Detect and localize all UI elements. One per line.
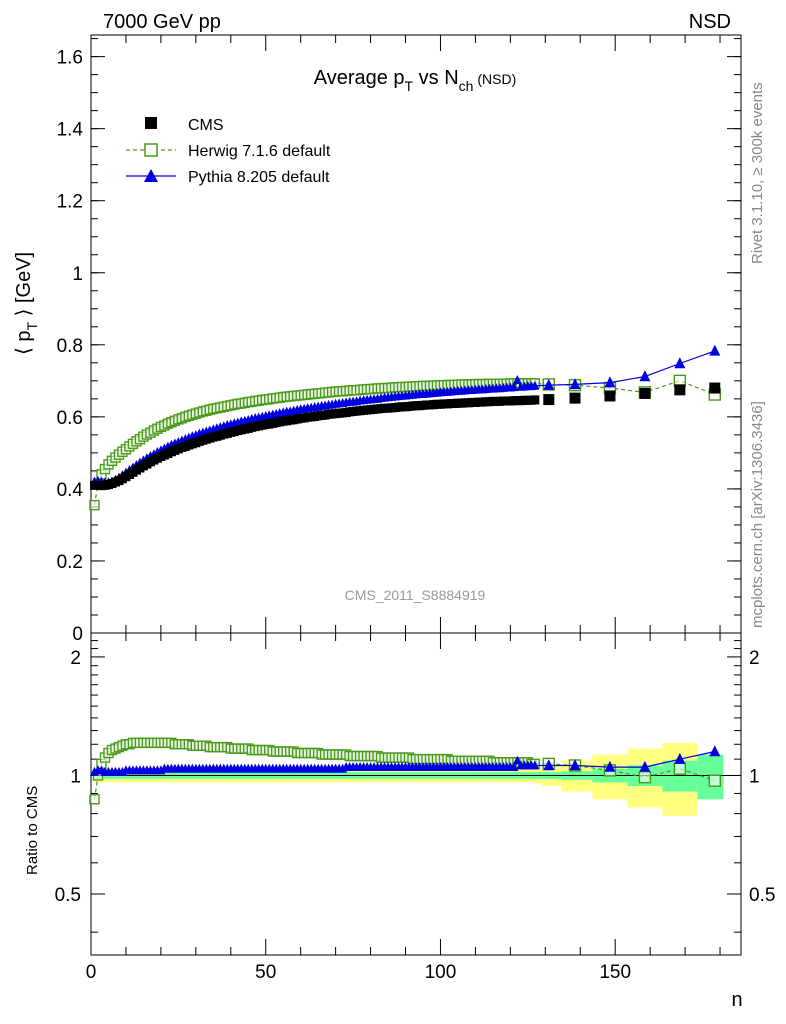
legend-marker-pythia bbox=[144, 169, 158, 182]
rivet-label: Rivet 3.1.10, ≥ 300k events bbox=[749, 82, 766, 264]
data-point-cms bbox=[639, 387, 651, 399]
y-tick-label: 0.4 bbox=[57, 480, 84, 501]
main-title-sub2: ch bbox=[459, 78, 474, 94]
main-ylabel-pre: ⟨ p bbox=[13, 331, 35, 355]
main-y-axis-label: ⟨ pT ⟩ [GeV] bbox=[13, 252, 40, 355]
analysis-watermark: CMS_2011_S8884919 bbox=[345, 587, 486, 603]
legend-marker-herwig bbox=[144, 143, 158, 157]
ratio-y-tick-label-right: 1 bbox=[749, 766, 760, 787]
y-tick-label: 1.2 bbox=[57, 192, 83, 213]
ratio-y-tick-label-right: 2 bbox=[749, 648, 760, 669]
data-point-cms bbox=[543, 394, 555, 406]
main-y-tick-labels: 0 0.2 0.4 0.6 0.8 1 1.2 1.4 1.6 bbox=[57, 48, 84, 645]
main-ylabel-sub: T bbox=[24, 322, 40, 331]
header-left: 7000 GeV pp bbox=[103, 11, 221, 33]
ratio-y-tick-label-right: 0.5 bbox=[749, 885, 775, 906]
legend: CMS Herwig 7.1.6 default Pythia 8.205 de… bbox=[126, 117, 331, 186]
main-series-layer bbox=[89, 344, 721, 511]
ratio-point-pythia bbox=[674, 752, 686, 764]
legend-label-pythia: Pythia 8.205 default bbox=[188, 169, 330, 186]
main-ylabel-post: ⟩ [GeV] bbox=[13, 252, 35, 322]
legend-label-cms: CMS bbox=[188, 117, 224, 134]
ratio-point-pythia bbox=[512, 755, 522, 765]
y-tick-label: 0.6 bbox=[57, 408, 83, 429]
ratio-point-herwig bbox=[89, 794, 100, 805]
data-point-pythia bbox=[530, 380, 540, 390]
y-tick-label: 1.4 bbox=[57, 120, 84, 141]
x-axis-label: n bbox=[731, 989, 742, 1011]
data-point-pythia bbox=[509, 382, 519, 392]
header-right: NSD bbox=[689, 11, 731, 33]
main-title: Average pT vs Nch (NSD) bbox=[314, 67, 517, 94]
data-point-herwig bbox=[89, 499, 100, 511]
y-tick-label: 0.2 bbox=[57, 552, 83, 573]
x-tick-label: 100 bbox=[425, 962, 457, 983]
data-point-cms bbox=[569, 392, 581, 404]
ratio-y-tick-labels: 0.5 0.5 1 1 2 2 bbox=[55, 648, 776, 906]
y-tick-label: 1 bbox=[72, 264, 83, 285]
data-point-pythia bbox=[709, 344, 721, 356]
ratio-y-tick-label: 1 bbox=[70, 766, 81, 787]
main-panel: 0 0.2 0.4 0.6 0.8 1 1.2 1.4 1.6 CMS_2011_S888491… bbox=[13, 34, 742, 645]
data-point-cms bbox=[674, 384, 686, 396]
ratio-point-pythia bbox=[639, 760, 651, 772]
y-tick-label: 0 bbox=[72, 624, 83, 645]
ratio-series-layer bbox=[89, 737, 721, 805]
ratio-y-tick-label: 2 bbox=[70, 648, 81, 669]
x-tick-label: 0 bbox=[86, 962, 97, 983]
y-tick-label: 0.8 bbox=[57, 336, 83, 357]
x-tick-label: 50 bbox=[255, 962, 276, 983]
legend-label-herwig: Herwig 7.1.6 default bbox=[188, 143, 331, 160]
mcplots-label: mcplots.cern.ch [arXiv:1306.3436] bbox=[749, 401, 766, 628]
ratio-panel-frame bbox=[90, 632, 742, 956]
main-title-part1: Average p bbox=[314, 67, 405, 89]
main-title-part3: (NSD) bbox=[473, 71, 516, 87]
x-tick-label: 150 bbox=[599, 962, 631, 983]
data-point-pythia bbox=[639, 370, 651, 382]
ratio-point-pythia bbox=[543, 759, 555, 771]
ratio-point-herwig bbox=[638, 770, 652, 784]
ratio-point-pythia bbox=[604, 760, 616, 772]
legend-marker-cms bbox=[145, 117, 157, 129]
data-point-pythia bbox=[512, 374, 522, 384]
data-point-cms bbox=[709, 382, 721, 394]
data-point-pythia bbox=[543, 378, 555, 390]
ratio-point-pythia bbox=[530, 760, 540, 770]
data-point-pythia bbox=[604, 376, 616, 388]
ratio-point-pythia bbox=[709, 745, 721, 757]
main-title-part2: vs N bbox=[413, 67, 459, 89]
data-point-pythia bbox=[674, 357, 686, 369]
ratio-y-axis-label: Ratio to CMS bbox=[24, 786, 41, 875]
ratio-point-pythia bbox=[509, 761, 519, 771]
data-point-pythia bbox=[569, 378, 581, 390]
ratio-y-tick-label: 0.5 bbox=[55, 885, 81, 906]
ratio-axis-ticks bbox=[90, 633, 741, 955]
data-point-cms bbox=[604, 390, 616, 402]
x-tick-labels: 0 50 100 150 bbox=[86, 962, 631, 983]
ratio-point-herwig bbox=[673, 762, 687, 775]
ratio-point-herwig bbox=[708, 774, 721, 787]
ratio-panel: 0.5 0.5 1 1 2 2 0 50 100 150 Ratio to CMS n bbox=[24, 632, 776, 1011]
main-title-sub1: T bbox=[405, 78, 414, 94]
ratio-point-pythia bbox=[569, 759, 581, 771]
y-tick-label: 1.6 bbox=[57, 48, 83, 69]
main-axis-ticks bbox=[90, 35, 741, 634]
data-point-cms bbox=[530, 395, 540, 405]
